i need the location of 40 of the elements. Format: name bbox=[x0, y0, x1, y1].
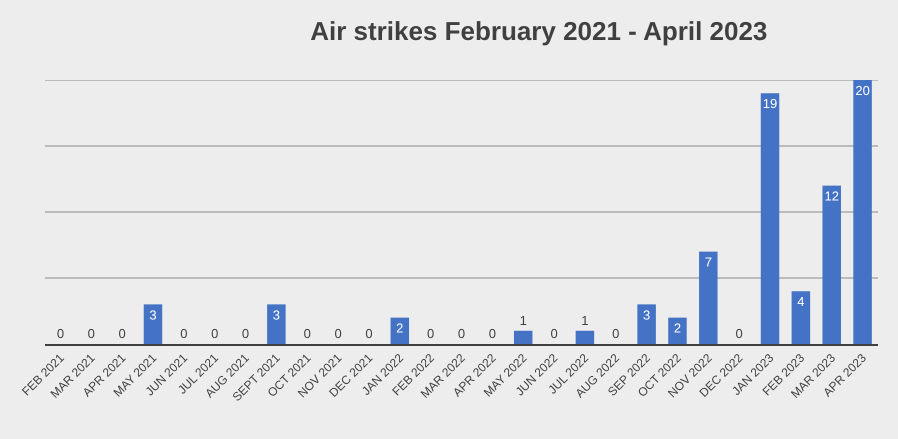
data-label: 3 bbox=[643, 307, 650, 322]
data-label: 1 bbox=[581, 312, 589, 328]
data-label: 0 bbox=[211, 326, 218, 341]
bar bbox=[853, 80, 872, 344]
bar bbox=[267, 304, 286, 344]
bar bbox=[637, 304, 656, 344]
data-label: 0 bbox=[612, 326, 620, 341]
data-label: 0 bbox=[118, 326, 126, 341]
data-label: 3 bbox=[272, 307, 280, 322]
data-label: 12 bbox=[824, 188, 839, 204]
bar bbox=[390, 318, 410, 344]
bar bbox=[822, 186, 841, 344]
data-label: 0 bbox=[56, 326, 64, 341]
data-label: 0 bbox=[458, 326, 466, 341]
data-label: 0 bbox=[736, 326, 743, 341]
bar bbox=[514, 330, 532, 344]
chart-title: Air strikes February 2021 - April 2023 bbox=[310, 16, 768, 46]
data-label: 0 bbox=[550, 326, 558, 341]
data-label: 0 bbox=[427, 326, 434, 341]
data-label: 19 bbox=[762, 96, 778, 112]
data-label: 0 bbox=[180, 326, 188, 341]
bar bbox=[760, 93, 780, 344]
data-label: 0 bbox=[488, 326, 496, 341]
data-label: 4 bbox=[797, 294, 804, 310]
data-label: 0 bbox=[242, 326, 250, 341]
bar bbox=[144, 304, 162, 344]
data-label: 1 bbox=[520, 312, 527, 328]
data-label: 20 bbox=[855, 83, 870, 98]
data-label: 0 bbox=[304, 326, 311, 341]
bar bbox=[668, 318, 687, 344]
data-label: 0 bbox=[334, 326, 342, 341]
data-label: 2 bbox=[396, 320, 404, 336]
data-label: 7 bbox=[704, 254, 712, 270]
data-label: 3 bbox=[149, 307, 157, 322]
bar bbox=[792, 291, 810, 344]
data-label: 0 bbox=[88, 326, 95, 341]
data-label: 0 bbox=[365, 326, 373, 341]
bar bbox=[699, 252, 718, 344]
bar bbox=[576, 330, 594, 344]
data-label: 2 bbox=[674, 320, 682, 336]
